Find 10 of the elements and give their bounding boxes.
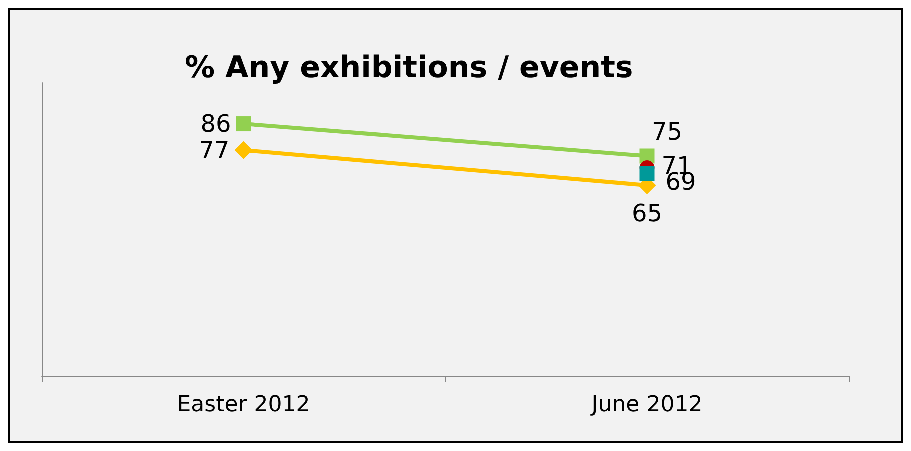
data-label: 86 <box>200 110 232 138</box>
point <box>640 166 655 182</box>
x-tick-label: June 2012 <box>590 392 703 418</box>
chart-title: % Any exhibitions / events <box>185 50 634 86</box>
point <box>236 116 252 132</box>
data-label: 77 <box>199 136 230 164</box>
point <box>234 141 253 160</box>
data-label: 75 <box>652 118 683 146</box>
data-label: 65 <box>632 200 663 228</box>
x-tick-label: Easter 2012 <box>177 392 310 418</box>
